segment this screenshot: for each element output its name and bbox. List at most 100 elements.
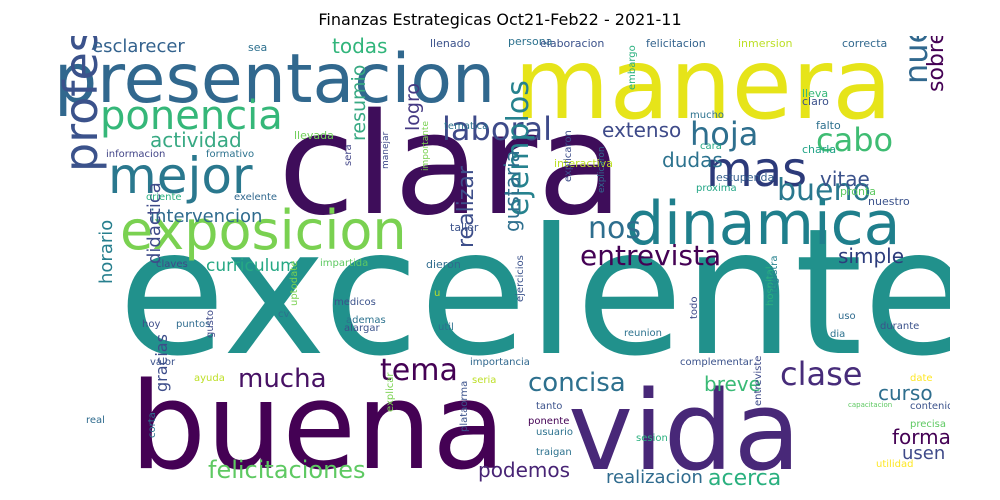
- word-acerca: acerca: [708, 466, 782, 487]
- word-horario: horario: [96, 219, 117, 284]
- word-valor: valor: [150, 357, 176, 368]
- word-utilidad: utilidad: [876, 459, 914, 470]
- word-complementar: complementar: [680, 357, 754, 368]
- word-gusto: gusto: [205, 310, 216, 338]
- word-buena: buena: [130, 358, 506, 487]
- word-tanto: tanto: [536, 401, 563, 412]
- word-todas: todas: [332, 36, 388, 58]
- word-felicitacion: felicitacion: [646, 37, 706, 50]
- word-laboral: laboral: [442, 110, 553, 148]
- word-alargar: alargar: [344, 323, 380, 334]
- word-mucha: mucha: [238, 364, 327, 394]
- word-realizacion: realizacion: [606, 467, 703, 487]
- word-durante: durante: [880, 321, 920, 332]
- word-ponente: ponente: [528, 416, 570, 427]
- word-claro: claro: [802, 95, 829, 108]
- word-traigan: traigan: [536, 447, 572, 458]
- word-tematica: tematica: [444, 121, 489, 132]
- word-seria: seria: [472, 375, 497, 386]
- word-cabo: cabo: [816, 121, 894, 159]
- word-gustaria: gustaria: [500, 150, 524, 232]
- word-manera: manera: [514, 36, 893, 142]
- word-elaboracion: elaboracion: [540, 37, 605, 50]
- word-forma: forma: [892, 425, 950, 449]
- word-esclarecer: esclarecer: [92, 36, 185, 57]
- word-llevada: llevada: [294, 129, 334, 142]
- word-interactiva: interactiva: [554, 157, 614, 170]
- word-excelente: excelente: [118, 192, 950, 395]
- word-capacitacion: capacitacion: [848, 401, 893, 409]
- word-felicitaciones: felicitaciones: [208, 456, 366, 484]
- word-falto: falto: [816, 119, 841, 132]
- word-curso: curso: [878, 381, 933, 405]
- word-nuestro: nuestro: [868, 195, 910, 208]
- word-hoy: hoy: [142, 319, 161, 330]
- word-entreviste: entreviste: [753, 355, 764, 406]
- word-util: util: [438, 322, 454, 333]
- word-usen: usen: [902, 443, 946, 464]
- word-sea: sea: [248, 41, 268, 54]
- word-clase: clase: [780, 355, 863, 393]
- word-reunion: reunion: [624, 328, 662, 339]
- word-taller: taller: [450, 221, 479, 234]
- word-registra: registra: [769, 255, 780, 294]
- word-concisa: concisa: [528, 368, 626, 398]
- word-nos: nos: [588, 211, 641, 246]
- word-presentacion: presentacion: [54, 40, 496, 119]
- word-informacion: informacion: [106, 149, 166, 160]
- word-breve: breve: [704, 372, 761, 396]
- word-precisa: precisa: [910, 419, 947, 430]
- word-correcta: correcta: [842, 37, 888, 50]
- word-podemos: podemos: [478, 458, 571, 482]
- word-explicaron: explicaron: [563, 130, 574, 182]
- word-inmersion: inmersion: [738, 37, 793, 50]
- word-resumio: resumio: [348, 64, 370, 141]
- word-llenado: llenado: [430, 37, 471, 50]
- word-intervencion: intervencion: [150, 206, 263, 227]
- word-embargo: embargo: [627, 45, 638, 90]
- word-mejor: mejor: [108, 147, 253, 205]
- word-mucho: mucho: [690, 110, 725, 121]
- word-medicos: medicos: [334, 297, 376, 308]
- word-vida: vida: [568, 367, 801, 486]
- word-exelente: exelente: [234, 192, 278, 203]
- word-persona: persona: [508, 36, 553, 48]
- word-cara: cara: [700, 141, 722, 152]
- word-usuario: usuario: [536, 427, 574, 438]
- word-vitae: vitae: [820, 167, 870, 191]
- word-pronta: pronta: [840, 185, 877, 198]
- word-simple: simple: [838, 244, 905, 268]
- word-importancia: importancia: [470, 357, 530, 368]
- word-puntos: puntos: [176, 319, 211, 330]
- word-ayuda: ayuda: [194, 373, 225, 384]
- word-uptodate: uptodate: [289, 260, 300, 306]
- word-clara: clara: [278, 84, 624, 247]
- chart-title: Finanzas Estrategicas Oct21-Feb22 - 2021…: [318, 10, 682, 29]
- word-exposicion: exposicion: [120, 199, 407, 262]
- word-u: u: [434, 288, 441, 299]
- word-formativo: formativo: [206, 149, 255, 160]
- word-ponencia: ponencia: [100, 93, 283, 139]
- word-tema: tema: [380, 353, 458, 388]
- word-actividad: actividad: [150, 128, 242, 152]
- word-sera: sera: [343, 144, 354, 166]
- word-lleva: lleva: [802, 87, 829, 100]
- word-date: date: [910, 373, 933, 384]
- word-contenido: contenido: [910, 401, 950, 412]
- word-manejar: manejar: [381, 131, 391, 169]
- word-claves: claves: [156, 259, 188, 270]
- word-corta: corta: [147, 412, 158, 438]
- word-dieron: dieron: [426, 258, 461, 271]
- word-uso: uso: [838, 311, 856, 322]
- word-entrevista: entrevista: [580, 239, 722, 272]
- word-impartida: impartida: [320, 258, 369, 269]
- word-hoja: hoja: [690, 115, 759, 153]
- word-explicar: explicar: [385, 372, 396, 412]
- word-curriculum: curriculum: [206, 256, 297, 276]
- word-plataorma: plataorma: [459, 380, 470, 432]
- word-importante: importante: [421, 120, 431, 171]
- word-sesion: sesion: [636, 433, 668, 444]
- word-dudas: dudas: [662, 148, 723, 172]
- word-real: real: [86, 415, 105, 426]
- word-ademas: ademas: [346, 315, 386, 326]
